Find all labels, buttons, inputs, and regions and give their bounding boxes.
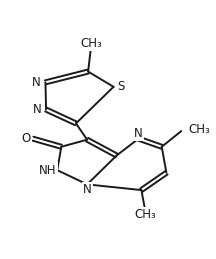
Text: N: N <box>32 76 41 89</box>
Text: O: O <box>21 132 30 145</box>
Text: N: N <box>33 103 41 116</box>
Text: CH₃: CH₃ <box>80 37 102 50</box>
Text: CH₃: CH₃ <box>188 123 210 136</box>
Text: N: N <box>134 127 143 140</box>
Text: N: N <box>83 183 92 196</box>
Text: CH₃: CH₃ <box>134 208 156 221</box>
Text: S: S <box>117 80 124 93</box>
Text: NH: NH <box>39 164 57 177</box>
